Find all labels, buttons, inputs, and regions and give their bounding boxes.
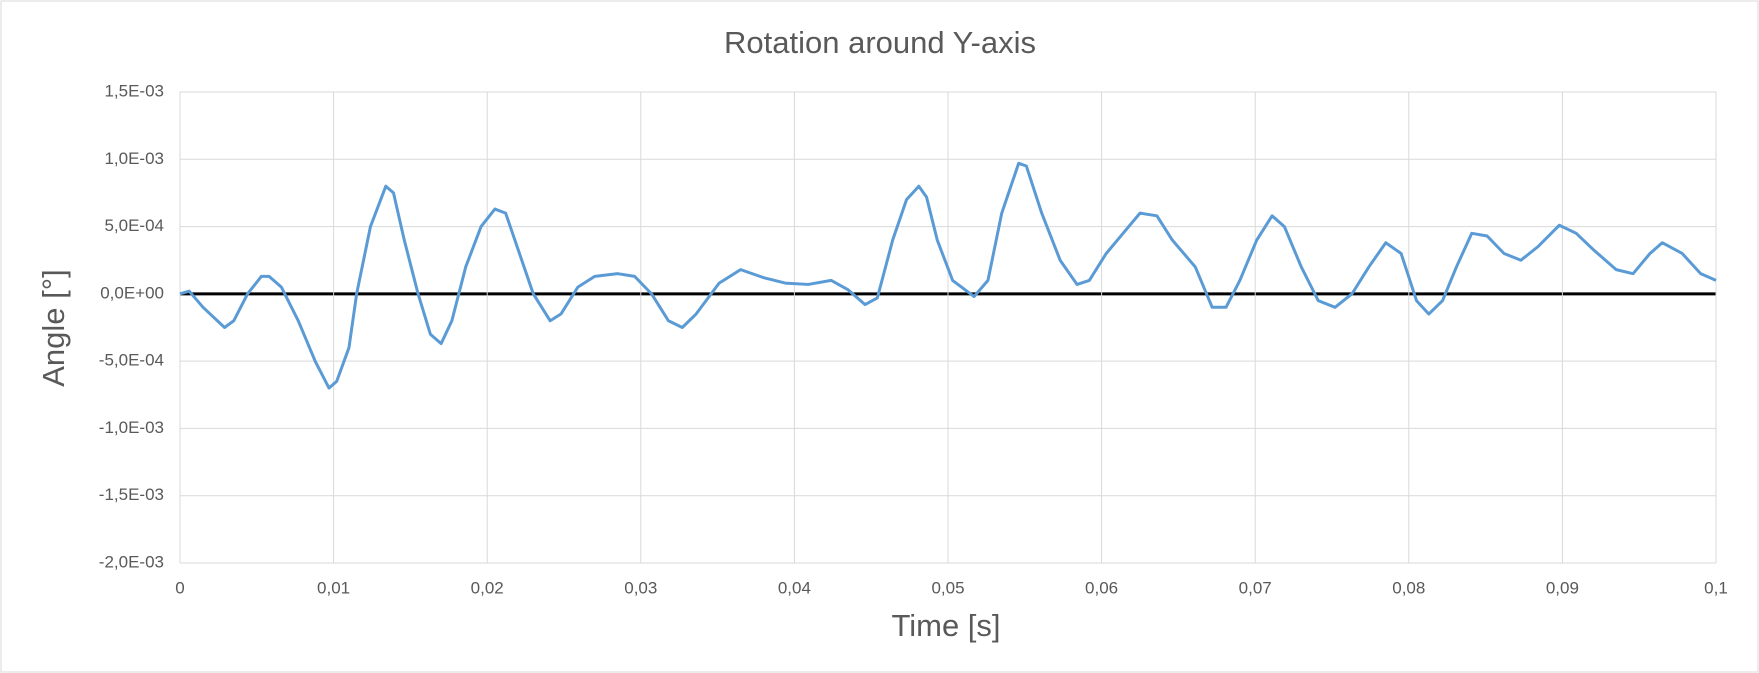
y-tick-label: -2,0E-03	[99, 552, 164, 571]
y-tick-label: -5,0E-04	[99, 351, 164, 370]
y-tick-label: 0,0E+00	[100, 283, 164, 302]
y-tick-label: -1,0E-03	[99, 418, 164, 437]
y-tick-label: 5,0E-04	[104, 216, 164, 235]
x-tick-label: 0,04	[778, 578, 811, 597]
x-tick-label: 0,01	[317, 578, 350, 597]
x-tick-label: 0,08	[1392, 578, 1425, 597]
x-tick-label: 0,09	[1546, 578, 1579, 597]
chart-title: Rotation around Y-axis	[724, 25, 1036, 60]
x-tick-label: 0,02	[471, 578, 504, 597]
y-tick-label: 1,0E-03	[104, 149, 164, 168]
y-tick-label: 1,5E-03	[104, 81, 164, 100]
x-tick-label: 0,1	[1704, 578, 1728, 597]
x-axis-title: Time [s]	[891, 608, 1000, 643]
x-tick-label: 0,06	[1085, 578, 1118, 597]
y-tick-label: -1,5E-03	[99, 485, 164, 504]
data-line	[179, 161, 1717, 390]
x-tick-label: 0,05	[931, 578, 964, 597]
x-tick-label: 0,03	[624, 578, 657, 597]
x-tick-label: 0	[175, 578, 184, 597]
x-tick-label: 0,07	[1239, 578, 1272, 597]
y-axis-title: Angle [°]	[36, 269, 71, 387]
